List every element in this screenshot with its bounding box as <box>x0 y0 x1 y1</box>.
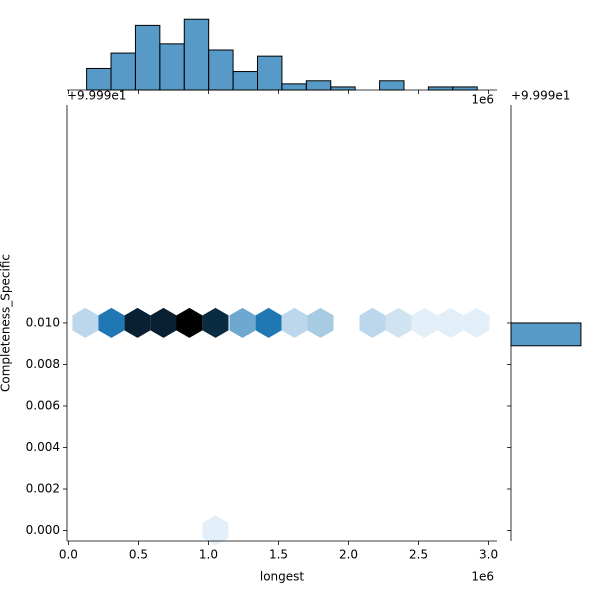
x-offset: 1e6 <box>471 93 494 107</box>
y-offset: +9.999e1 <box>67 89 126 103</box>
x-tick-label: 0.5 <box>129 548 148 562</box>
hex-cell <box>307 307 334 338</box>
hist-bar <box>183 18 210 91</box>
y-offset: +9.999e1 <box>511 89 570 103</box>
hex-cell <box>255 307 282 338</box>
y-tick-label: 0.002 <box>26 482 60 496</box>
y-tick-label: 0.004 <box>26 440 60 454</box>
x-axis-label: longest <box>260 570 305 584</box>
hist-bar <box>257 55 283 91</box>
hex-cell <box>411 307 438 338</box>
hist-bar <box>86 67 112 91</box>
hist-bar <box>379 80 405 91</box>
y-axis-label: Completeness_Specific <box>0 254 13 392</box>
y-tick-label: 0.010 <box>26 315 60 329</box>
hist-bar <box>330 86 356 91</box>
x-tick-label: 2.0 <box>339 548 358 562</box>
hex-cell <box>202 515 229 546</box>
hist-bar <box>305 80 332 91</box>
x-tick-label: 1.5 <box>269 548 288 562</box>
hex-cell <box>463 307 490 338</box>
hist-bar <box>208 49 234 91</box>
hex-cell <box>202 307 229 338</box>
y-tick-label: 0.000 <box>26 523 60 537</box>
hex-cell <box>98 307 125 338</box>
hex-cell <box>124 307 151 338</box>
hist-bar <box>510 322 582 347</box>
x-tick-label: 1.0 <box>199 548 218 562</box>
hex-cell <box>229 307 256 338</box>
hex-cell <box>72 307 99 338</box>
hex-cell <box>385 307 412 338</box>
x-tick-label: 2.5 <box>409 548 428 562</box>
y-tick-label: 0.008 <box>26 357 60 371</box>
hex-cell <box>437 307 464 338</box>
hist-bar <box>427 86 454 91</box>
hex-cell <box>150 307 177 338</box>
x-offset: 1e6 <box>471 570 494 584</box>
hist-bar <box>452 86 478 91</box>
hex-cell <box>359 307 386 338</box>
hist-bar <box>110 52 136 91</box>
hex-cell <box>176 307 203 338</box>
x-tick-label: 0.0 <box>59 548 78 562</box>
hist-bar <box>281 83 307 91</box>
hist-bar <box>134 24 161 91</box>
hist-bar <box>232 71 259 91</box>
hex-cell <box>281 307 308 338</box>
hist-bar <box>159 43 185 91</box>
x-tick-label: 3.0 <box>479 548 498 562</box>
y-tick-label: 0.006 <box>26 398 60 412</box>
